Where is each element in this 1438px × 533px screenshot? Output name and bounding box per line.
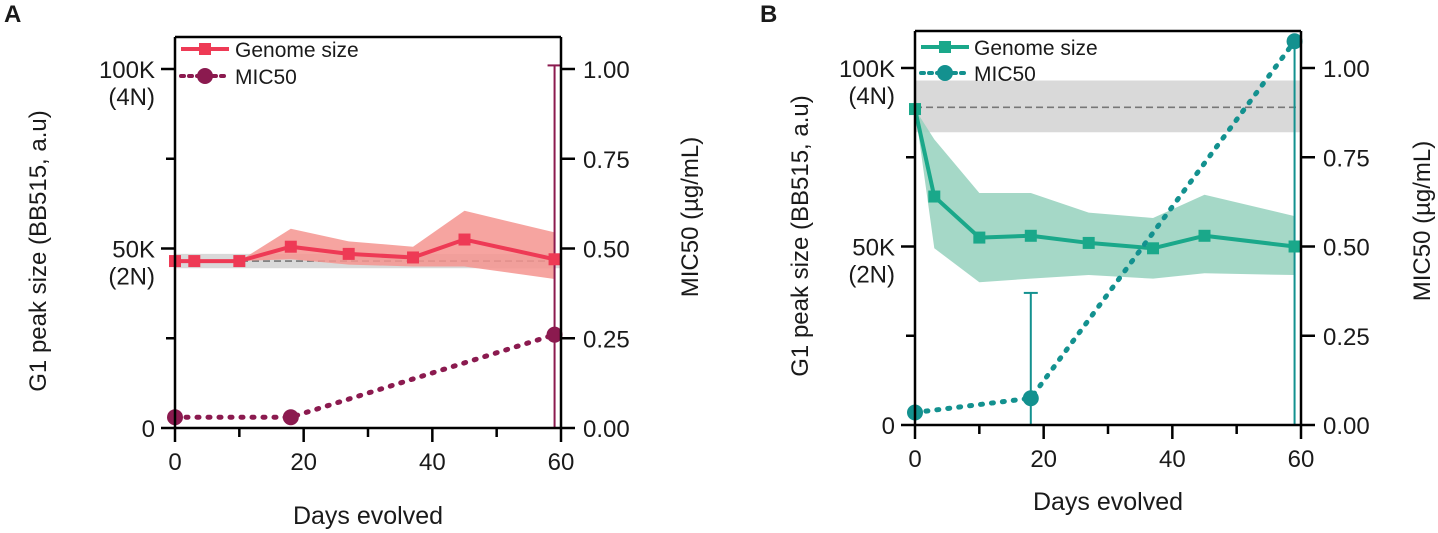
genome-size-point [407, 251, 420, 264]
y-axis-left-label: G1 peak size (BB515, a.u) [25, 110, 52, 391]
genome-size-point [973, 231, 986, 244]
panel-label: A [4, 1, 21, 28]
genome-band-layer [915, 109, 1295, 283]
y-right-tick-label: 0.50 [583, 237, 630, 264]
y-left-tick-label: 0 [142, 416, 155, 443]
y-right-tick-label: 1.00 [1323, 56, 1370, 83]
marks-layer [907, 33, 1303, 425]
genome-band-layer [175, 210, 555, 280]
genome-size-line [913, 108, 1295, 251]
y-right-tick-label: 0.75 [583, 147, 630, 174]
genome-size-point [1198, 229, 1211, 242]
genome-size-point [1288, 240, 1301, 253]
x-axis-label: Days evolved [293, 502, 443, 530]
genome-size-point [1024, 229, 1037, 242]
genome-size-point [233, 255, 246, 268]
genome-size-point [1147, 242, 1160, 255]
legend-mic-marker [197, 68, 213, 84]
genome-size-point [284, 240, 297, 253]
mic50-line [172, 332, 558, 420]
y-left-tick-label: 50K [852, 235, 895, 262]
x-tick-label: 60 [548, 449, 575, 476]
legend-mic-label: MIC50 [235, 66, 297, 89]
x-tick-label: 20 [1030, 446, 1057, 473]
mic50-point [282, 409, 299, 426]
y-left-tick-label: 0 [882, 413, 895, 440]
y-right-tick-label: 0.50 [1323, 235, 1370, 262]
y-left-tick-sublabel: (4N) [848, 83, 895, 110]
x-tick-label: 20 [290, 449, 317, 476]
y-axis-left-label: G1 peak size (BB515, a.u) [787, 95, 814, 376]
genome-size-range-band [915, 109, 1295, 283]
y-axis-right-label: MIC50 (µg/mL) [1409, 141, 1436, 302]
genome-size-point [928, 190, 941, 203]
reference-band-layer [915, 80, 1301, 133]
x-tick-label: 0 [908, 446, 921, 473]
genome-size-point [458, 233, 471, 246]
mic50-point [1022, 390, 1039, 407]
marks-layer [167, 64, 563, 428]
genome-size-point [1082, 236, 1095, 249]
y-right-tick-label: 0.25 [1323, 324, 1370, 351]
legend-genome-label: Genome size [974, 37, 1098, 60]
genome-line-layer [913, 108, 1295, 251]
y-right-tick-label: 0.00 [1323, 413, 1370, 440]
legend-genome-marker [199, 43, 211, 55]
y-right-tick-label: 0.75 [1323, 145, 1370, 172]
mic50-point [546, 326, 563, 343]
legend-mic-marker [937, 65, 953, 81]
genome-line-layer [175, 237, 555, 264]
legend: Genome size MIC50 [919, 37, 1098, 86]
genome-size-point [548, 253, 561, 266]
reference-band [915, 80, 1301, 133]
mic-line-layer [172, 332, 558, 420]
genome-size-point [342, 247, 355, 260]
y-left-tick-label: 100K [839, 56, 895, 83]
y-left-tick-label: 100K [99, 57, 155, 84]
genome-size-point [188, 255, 201, 268]
legend: Genome size MIC50 [179, 39, 359, 89]
panel-b: B 0 20 40 60 0 50K(2N) 100K(4N) 0.00 0.25 0.50 0.7… [760, 1, 1436, 516]
x-tick-label: 0 [168, 449, 181, 476]
x-tick-label: 40 [1159, 446, 1186, 473]
y-right-tick-label: 0.25 [583, 326, 630, 353]
legend-mic-label: MIC50 [974, 63, 1036, 86]
genome-size-range-band [175, 210, 555, 280]
legend-genome-label: Genome size [235, 39, 359, 62]
y-left-tick-sublabel: (2N) [848, 262, 895, 289]
ticks-layer: 0 20 40 60 0 50K(2N) 100K(4N) 0.00 0.25 0.50 0.75 1… [99, 57, 630, 476]
x-tick-label: 60 [1288, 446, 1315, 473]
y-right-tick-label: 0.00 [583, 416, 630, 443]
x-tick-label: 40 [419, 449, 446, 476]
ticks-layer: 0 20 40 60 0 50K(2N) 100K(4N) 0.00 0.25 0.50 0.75 1… [839, 56, 1370, 473]
y-right-tick-label: 1.00 [583, 57, 630, 84]
y-left-tick-sublabel: (2N) [108, 264, 155, 291]
y-axis-right-label: MIC50 (µg/mL) [677, 137, 704, 298]
panel-label: B [760, 1, 777, 28]
mic50-point [1286, 33, 1303, 50]
x-axis-label: Days evolved [1033, 488, 1183, 516]
y-left-tick-sublabel: (4N) [108, 84, 155, 111]
genome-size-line [175, 237, 555, 264]
y-left-tick-label: 50K [112, 237, 155, 264]
panel-a: A 0 20 40 60 0 50K(2N) 100K(4N) 0.00 0.25 0.50 0.7… [4, 1, 704, 530]
legend-genome-marker [939, 41, 951, 53]
